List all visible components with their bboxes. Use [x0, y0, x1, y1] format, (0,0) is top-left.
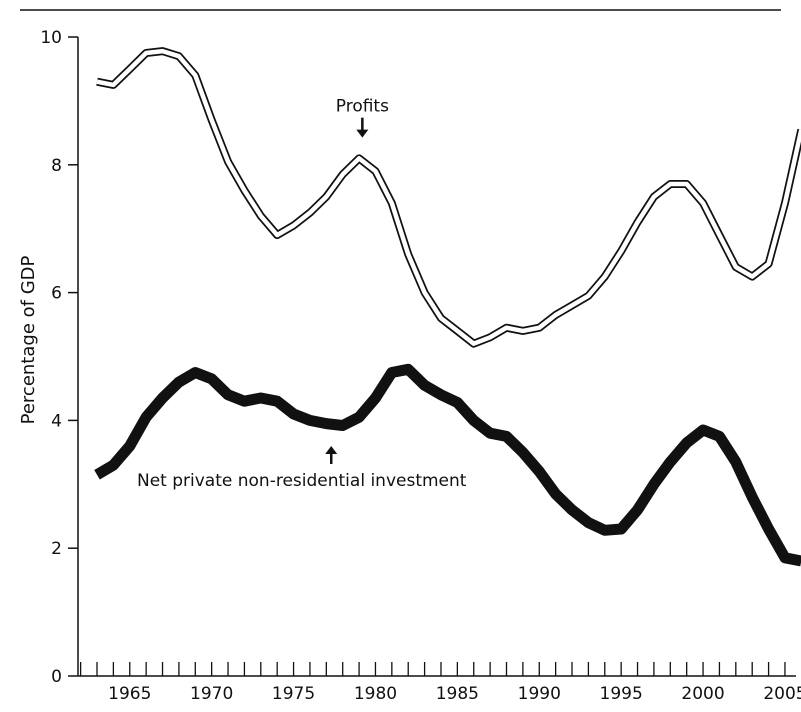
- x-tick-label: 1970: [190, 684, 233, 704]
- series-profits: [96, 47, 801, 348]
- series-layer: [94, 47, 801, 567]
- y-tick-label: 0: [51, 667, 62, 687]
- annotations: Profits Net private non-residential inves…: [137, 97, 467, 491]
- x-tick-label: 2005: [763, 684, 801, 704]
- y-axis-ticks: 0 2 4 6 8 10: [40, 28, 78, 687]
- annotation-label: Profits: [336, 97, 389, 117]
- x-tick-label: 1985: [436, 684, 479, 704]
- y-axis-title: Percentage of GDP: [18, 255, 39, 424]
- y-tick-label: 2: [51, 539, 62, 559]
- x-tick-label: 2000: [681, 684, 724, 704]
- annotation-label: Net private non-residential investment: [137, 471, 467, 491]
- series-line: [94, 363, 801, 567]
- y-tick-label: 6: [51, 284, 62, 304]
- y-tick-label: 8: [51, 156, 62, 176]
- series-line: [96, 48, 801, 346]
- arrow-down-icon: [356, 129, 369, 138]
- x-tick-label: 1995: [600, 684, 643, 704]
- annotation-investment: Net private non-residential investment: [137, 445, 467, 491]
- annotation-profits: Profits: [336, 97, 389, 138]
- y-tick-label: 10: [40, 28, 62, 48]
- x-tick-label: 1980: [354, 684, 397, 704]
- y-tick-label: 4: [51, 411, 62, 431]
- x-tick-label: 1975: [272, 684, 315, 704]
- x-tick-label: 1965: [108, 684, 151, 704]
- series-net-private-non-residential-investment: [94, 363, 801, 567]
- arrow-up-icon: [325, 445, 338, 454]
- x-tick-label: 1990: [518, 684, 561, 704]
- x-axis-ticks: 1965 1970 1975 1980 1985 1990 1995 2000 2005: [79, 662, 801, 704]
